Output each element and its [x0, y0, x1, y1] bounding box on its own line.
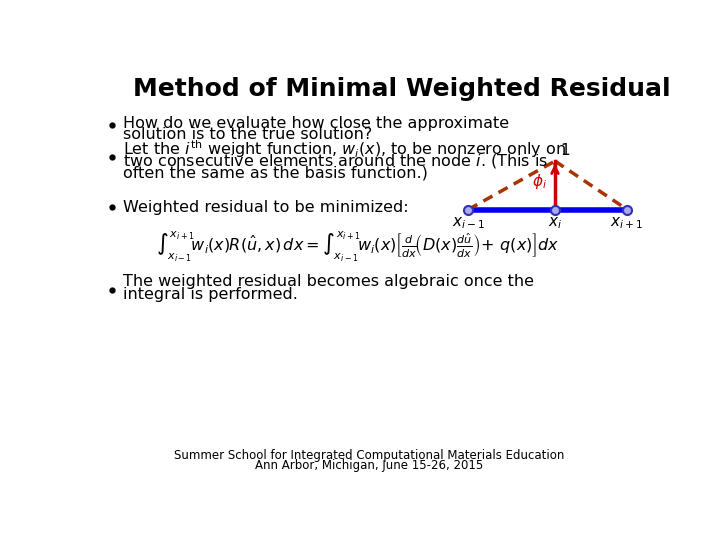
Text: $\phi_i$: $\phi_i$ — [532, 172, 547, 191]
Text: Let the $i^{\mathrm{th}}$ weight function, $w_i(x)$, to be nonzero only on: Let the $i^{\mathrm{th}}$ weight functio… — [122, 139, 566, 160]
Text: Weighted residual to be minimized:: Weighted residual to be minimized: — [122, 200, 408, 215]
Text: 1: 1 — [560, 143, 570, 158]
Text: $x_{i-1}$: $x_{i-1}$ — [451, 215, 485, 232]
Text: integral is performed.: integral is performed. — [122, 287, 297, 302]
Text: $x_i$: $x_i$ — [548, 215, 562, 232]
Text: How do we evaluate how close the approximate: How do we evaluate how close the approxi… — [122, 116, 508, 131]
Text: The weighted residual becomes algebraic once the: The weighted residual becomes algebraic … — [122, 274, 534, 289]
Text: $\int_{x_{i-1}}^{x_{i+1}}\!w_i(x)R(\hat{u},x)\,dx = \int_{x_{i-1}}^{x_{i+1}}\!w_: $\int_{x_{i-1}}^{x_{i+1}}\!w_i(x)R(\hat{… — [156, 230, 559, 265]
Text: Method of Minimal Weighted Residual: Method of Minimal Weighted Residual — [132, 77, 670, 102]
Text: solution is to the true solution?: solution is to the true solution? — [122, 127, 372, 143]
Text: two consecutive elements around the node $i$. (This is: two consecutive elements around the node… — [122, 152, 548, 170]
Text: often the same as the basis function.): often the same as the basis function.) — [122, 165, 428, 180]
Text: Ann Arbor, Michigan, June 15-26, 2015: Ann Arbor, Michigan, June 15-26, 2015 — [255, 458, 483, 472]
Text: $x_{i+1}$: $x_{i+1}$ — [611, 215, 644, 232]
Text: Summer School for Integrated Computational Materials Education: Summer School for Integrated Computation… — [174, 449, 564, 462]
